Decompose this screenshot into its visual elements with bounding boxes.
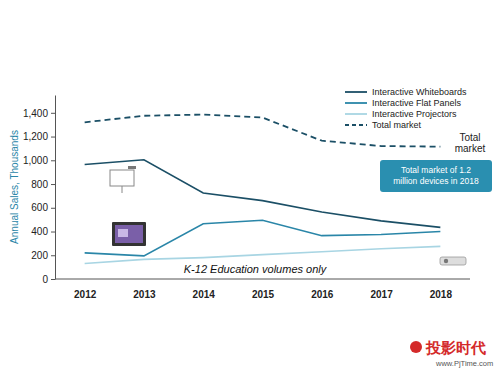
icons	[110, 166, 466, 265]
y-tick-mark	[51, 113, 55, 114]
x-axis-line	[55, 279, 470, 280]
legend-swatch	[345, 124, 367, 126]
watermark-url: www.PjTime.com	[435, 359, 493, 368]
x-tick-label: 2014	[193, 289, 216, 300]
x-tick-label: 2013	[133, 289, 156, 300]
annotation-box	[380, 160, 492, 192]
legend-entry: Interactive Flat Panels	[345, 98, 462, 108]
y-tick-mark	[51, 279, 55, 280]
x-tick-label: 2016	[311, 289, 334, 300]
series-line	[85, 220, 441, 256]
x-axis: 2012 2013 2014 2015 2016 2017 2018	[55, 279, 470, 300]
icon-whiteboard	[110, 170, 134, 186]
y-tick: 1,000	[23, 155, 55, 166]
series-line	[85, 115, 441, 147]
y-tick: 0	[42, 274, 55, 285]
icon-projector-lens	[444, 259, 448, 263]
y-tick-mark	[51, 160, 55, 161]
legend-label: Interactive Whiteboards	[372, 87, 467, 97]
y-tick-mark	[51, 232, 55, 233]
icon-flat-panel-content	[118, 229, 128, 237]
legend-entry: Interactive Whiteboards	[345, 87, 467, 97]
x-tick: 2014	[193, 279, 216, 300]
x-tick-label: 2017	[370, 289, 393, 300]
y-axis-line	[55, 96, 56, 280]
y-tick-label: 600	[31, 202, 48, 213]
legend-label: Interactive Flat Panels	[372, 98, 462, 108]
x-tick: 2013	[133, 279, 156, 300]
y-axis-title: Annual Sales, Thousands	[9, 130, 20, 244]
icon-projector	[440, 257, 466, 265]
y-tick-label: 800	[31, 179, 48, 190]
legend-swatch	[345, 102, 367, 104]
icon-whiteboard-projector	[128, 166, 136, 169]
watermark-title: 投影时代	[425, 339, 486, 356]
y-tick: 200	[31, 250, 55, 261]
legend-entry: Interactive Projectors	[345, 109, 457, 119]
x-tick: 2016	[311, 279, 334, 300]
annotation-note: K-12 Education volumes only	[184, 263, 328, 275]
x-tick: 2015	[252, 279, 275, 300]
y-tick-label: 1,400	[23, 108, 48, 119]
icon-flat-panel-screen	[115, 225, 143, 243]
chart: 0 200 400 600 800 1,000 1,200 1,400 2012 2013 2014…	[0, 0, 500, 375]
x-tick: 2012	[74, 279, 97, 300]
y-tick-label: 0	[42, 274, 48, 285]
x-tick-label: 2018	[430, 289, 453, 300]
watermark-logo	[410, 341, 422, 353]
y-tick-label: 1,200	[23, 131, 48, 142]
x-tick: 2017	[370, 279, 393, 300]
y-tick-label: 400	[31, 226, 48, 237]
y-tick: 1,200	[23, 131, 55, 142]
y-tick-mark	[51, 137, 55, 138]
x-tick-label: 2012	[74, 289, 97, 300]
legend-label: Interactive Projectors	[372, 109, 457, 119]
x-tick: 2018	[430, 279, 453, 300]
y-tick-label: 200	[31, 250, 48, 261]
icon-whiteboard-stand	[122, 186, 123, 193]
y-tick-mark	[51, 208, 55, 209]
x-tick-label: 2015	[252, 289, 275, 300]
legend-swatch	[345, 91, 367, 93]
icon-flat-panel	[112, 222, 146, 246]
legend-swatch	[345, 113, 367, 115]
y-tick: 800	[31, 179, 55, 190]
y-tick: 1,400	[23, 108, 55, 119]
annotation-series-label: Totalmarket	[455, 132, 486, 154]
y-tick-label: 1,000	[23, 155, 48, 166]
y-tick-mark	[51, 255, 55, 256]
legend-entry: Total market	[345, 120, 422, 130]
legend-label: Total market	[372, 120, 422, 130]
y-tick: 400	[31, 226, 55, 237]
series-line	[85, 246, 441, 263]
y-tick-mark	[51, 184, 55, 185]
legend: Interactive WhiteboardsInteractive Flat …	[345, 87, 467, 130]
y-tick: 600	[31, 202, 55, 213]
annotation-box-text: Total market of 1.2million devices in 20…	[393, 165, 479, 186]
y-axis: 0 200 400 600 800 1,000 1,200 1,400	[23, 96, 56, 285]
